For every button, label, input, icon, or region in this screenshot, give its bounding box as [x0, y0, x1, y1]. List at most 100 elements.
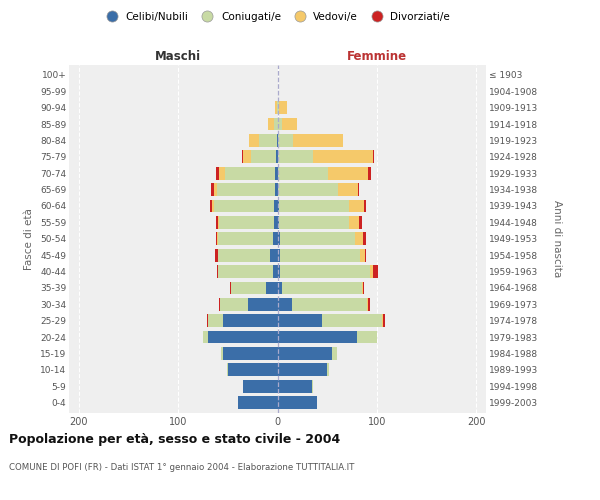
Bar: [225, 167, 277, 179]
Bar: [277, 118, 298, 130]
Bar: [277, 298, 368, 310]
Bar: [277, 364, 329, 376]
Bar: [230, 282, 277, 294]
Text: Femmine: Femmine: [347, 50, 407, 64]
Bar: [277, 183, 359, 196]
Bar: [223, 314, 277, 327]
Bar: [277, 248, 280, 262]
Bar: [277, 396, 317, 409]
Bar: [277, 330, 377, 344]
Bar: [218, 265, 277, 278]
Bar: [217, 183, 277, 196]
Bar: [203, 330, 277, 344]
Bar: [242, 150, 277, 163]
Bar: [216, 232, 277, 245]
Bar: [274, 216, 277, 229]
Bar: [277, 248, 365, 262]
Bar: [275, 183, 277, 196]
Text: Maschi: Maschi: [155, 50, 201, 64]
Bar: [277, 396, 317, 409]
Bar: [277, 380, 313, 392]
Bar: [277, 248, 366, 262]
Bar: [277, 101, 280, 114]
Bar: [219, 167, 277, 179]
Bar: [277, 134, 343, 147]
Bar: [277, 101, 287, 114]
Y-axis label: Fasce di età: Fasce di età: [25, 208, 34, 270]
Bar: [277, 380, 313, 392]
Bar: [214, 183, 277, 196]
Bar: [277, 248, 360, 262]
Bar: [277, 347, 332, 360]
Bar: [217, 232, 277, 245]
Bar: [277, 232, 366, 245]
Bar: [243, 150, 277, 163]
Bar: [203, 330, 277, 344]
Bar: [275, 167, 277, 179]
Bar: [251, 150, 277, 163]
Bar: [231, 282, 277, 294]
Bar: [277, 396, 317, 409]
Bar: [277, 200, 366, 212]
Bar: [207, 314, 277, 327]
Bar: [277, 150, 313, 163]
Bar: [277, 200, 349, 212]
Bar: [216, 216, 277, 229]
Text: COMUNE DI POFI (FR) - Dati ISTAT 1° gennaio 2004 - Elaborazione TUTTITALIA.IT: COMUNE DI POFI (FR) - Dati ISTAT 1° genn…: [9, 462, 355, 471]
Bar: [277, 298, 292, 310]
Bar: [277, 282, 364, 294]
Bar: [227, 364, 277, 376]
Bar: [277, 380, 313, 392]
Bar: [203, 330, 277, 344]
Bar: [277, 330, 377, 344]
Bar: [277, 298, 370, 310]
Bar: [277, 134, 343, 147]
Bar: [259, 134, 277, 147]
Bar: [277, 167, 368, 179]
Bar: [277, 314, 382, 327]
Bar: [218, 216, 277, 229]
Bar: [218, 248, 277, 262]
Bar: [227, 364, 277, 376]
Legend: Celibi/Nubili, Coniugati/e, Vedovi/e, Divorziati/e: Celibi/Nubili, Coniugati/e, Vedovi/e, Di…: [98, 8, 454, 26]
Bar: [277, 380, 312, 392]
Bar: [268, 118, 277, 130]
Bar: [277, 298, 367, 310]
Bar: [218, 232, 277, 245]
Bar: [221, 347, 277, 360]
Bar: [218, 265, 277, 278]
Bar: [277, 347, 337, 360]
Bar: [217, 265, 277, 278]
Bar: [238, 396, 277, 409]
Bar: [227, 364, 277, 376]
Bar: [277, 265, 373, 278]
Bar: [277, 101, 287, 114]
Bar: [218, 248, 277, 262]
Bar: [277, 200, 280, 212]
Bar: [274, 200, 277, 212]
Bar: [277, 282, 283, 294]
Bar: [238, 396, 277, 409]
Bar: [208, 330, 277, 344]
Bar: [238, 396, 277, 409]
Bar: [275, 101, 277, 114]
Bar: [277, 347, 337, 360]
Bar: [243, 380, 277, 392]
Bar: [219, 298, 277, 310]
Bar: [219, 216, 277, 229]
Bar: [277, 347, 337, 360]
Bar: [238, 396, 277, 409]
Bar: [249, 134, 277, 147]
Bar: [277, 183, 358, 196]
Bar: [249, 134, 277, 147]
Bar: [277, 364, 327, 376]
Bar: [269, 248, 277, 262]
Bar: [221, 347, 277, 360]
Bar: [277, 134, 293, 147]
Bar: [277, 364, 329, 376]
Y-axis label: Anni di nascita: Anni di nascita: [552, 200, 562, 278]
Bar: [277, 167, 371, 179]
Bar: [277, 282, 363, 294]
Bar: [277, 150, 374, 163]
Bar: [243, 380, 277, 392]
